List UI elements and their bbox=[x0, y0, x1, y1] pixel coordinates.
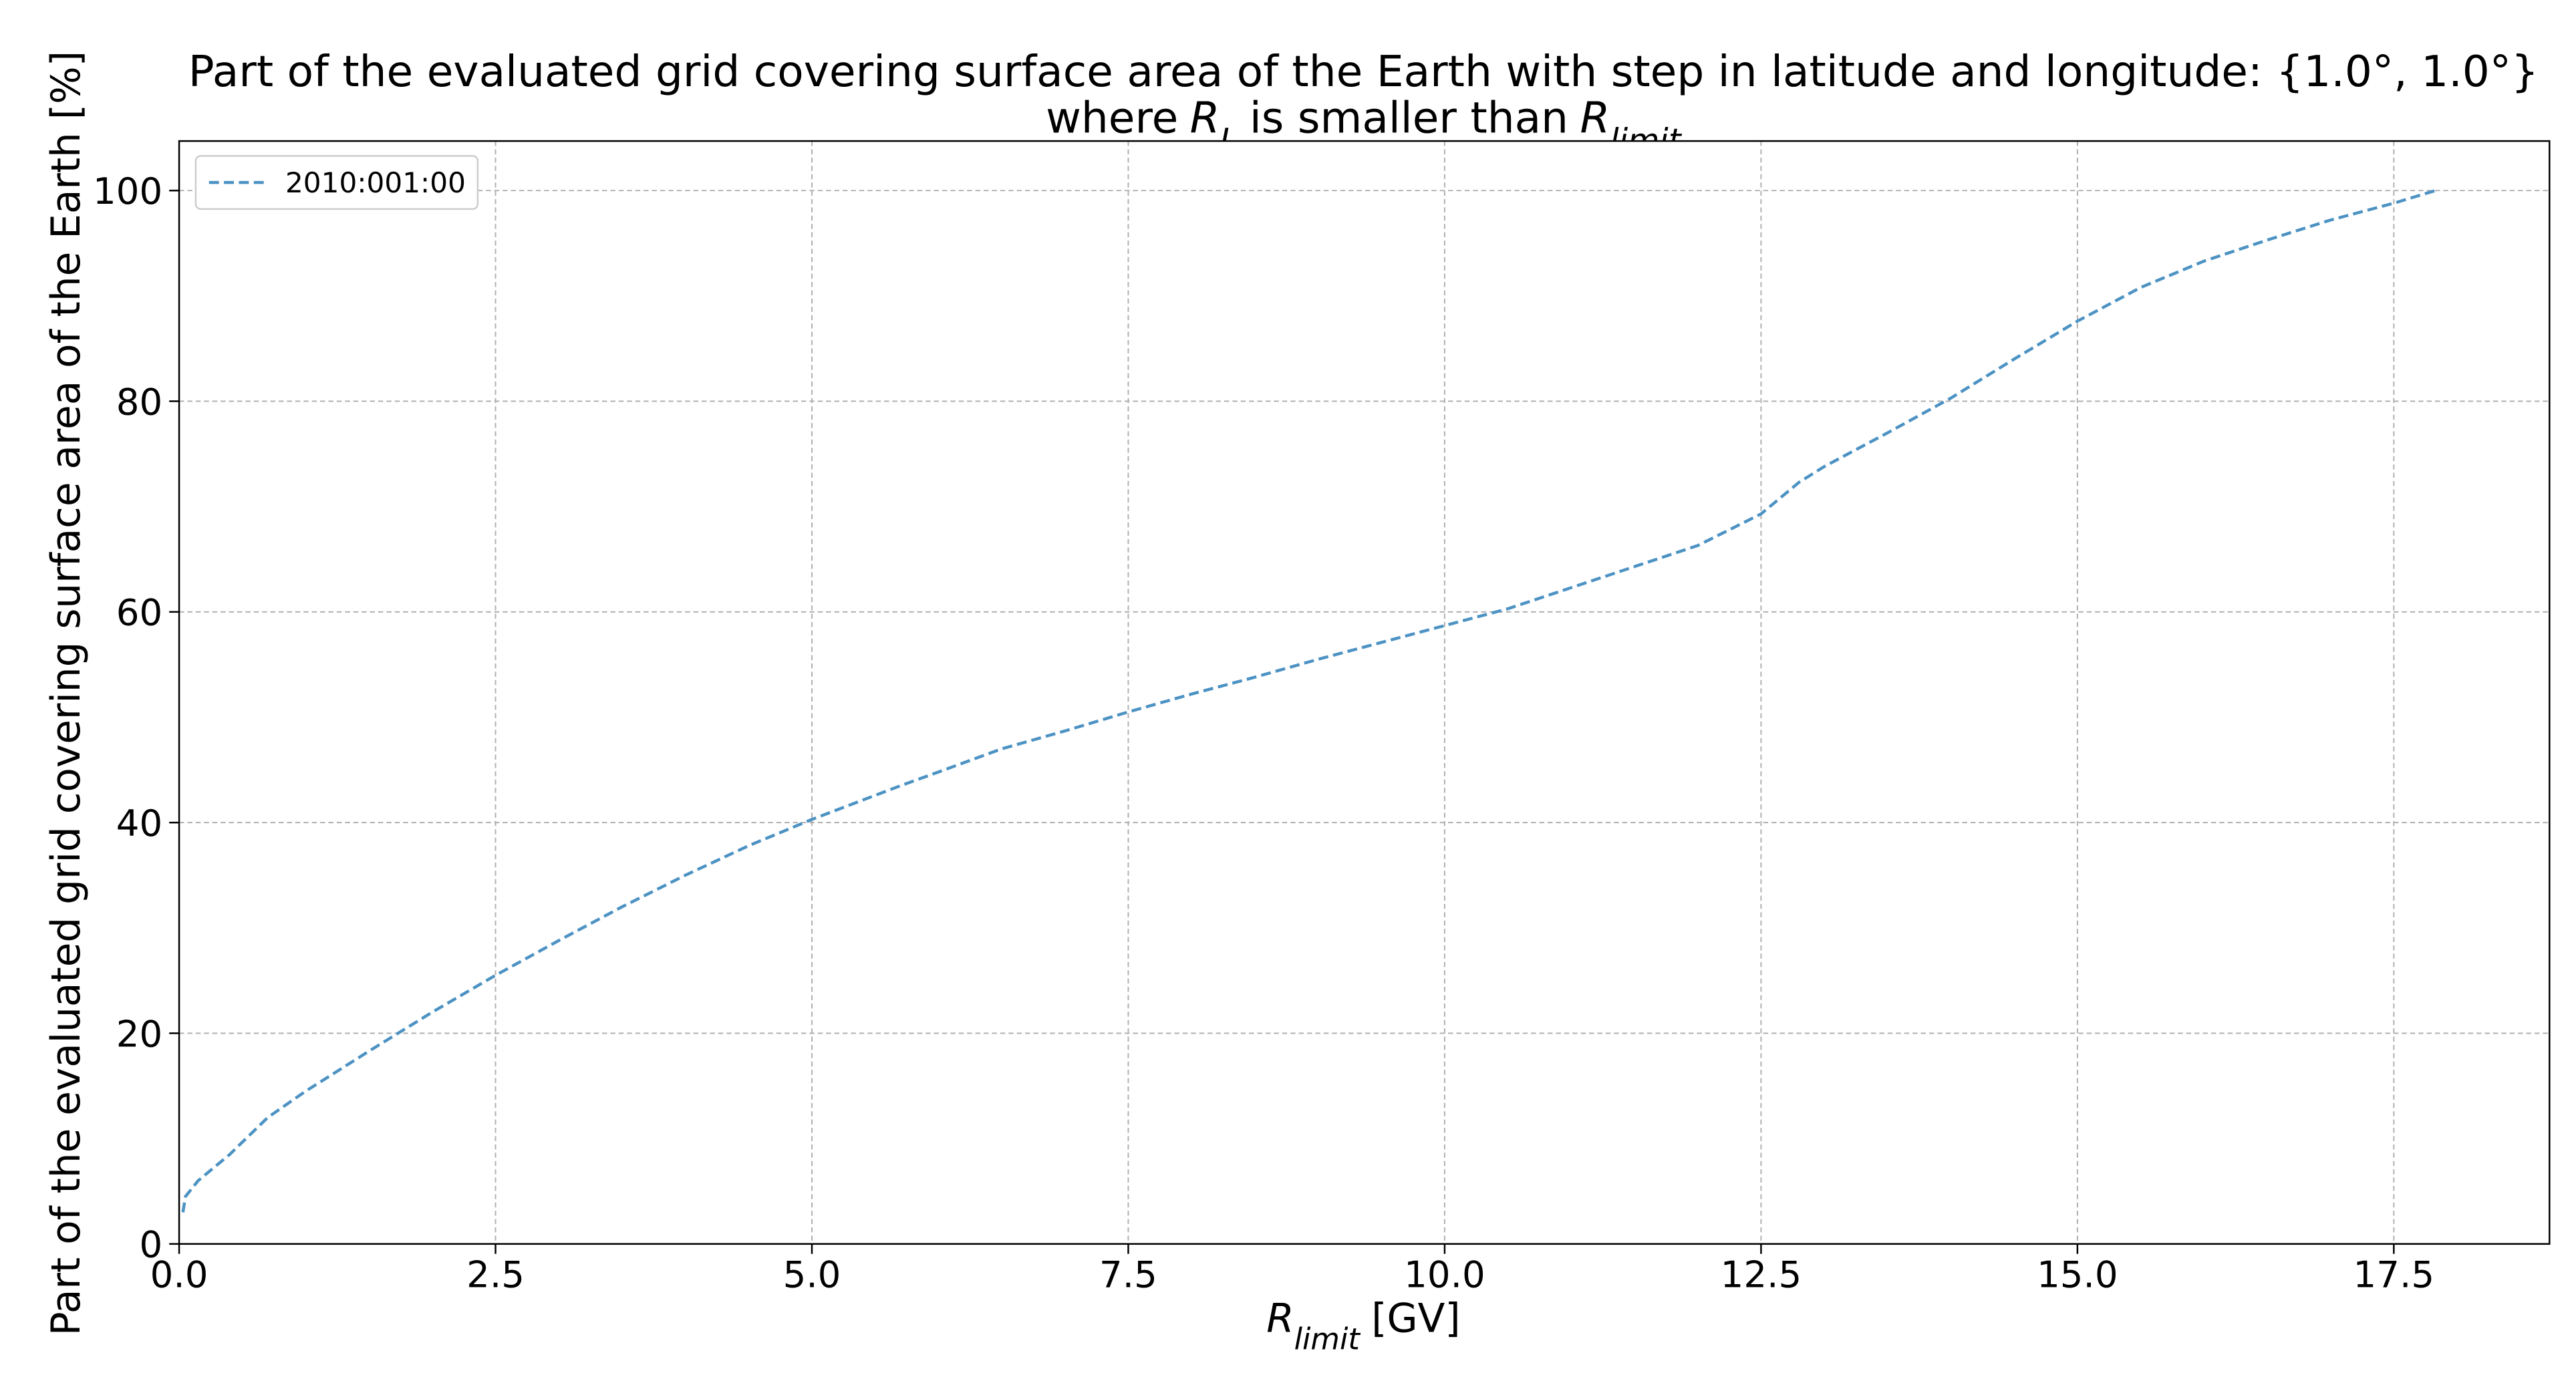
text-part: R bbox=[1266, 1295, 1294, 1342]
x-tick-label: 15.0 bbox=[2037, 1253, 2118, 1295]
text-part: [GV] bbox=[1371, 1295, 1460, 1342]
x-tick-label: 17.5 bbox=[2353, 1253, 2435, 1295]
y-tick-label: 20 bbox=[116, 1012, 163, 1055]
chart-title: Part of the evaluated grid covering surf… bbox=[188, 47, 2539, 97]
text-part: limit bbox=[1294, 1322, 1361, 1356]
text-part: R bbox=[1190, 94, 1220, 144]
y-tick-label: 60 bbox=[116, 591, 163, 634]
x-tick-label: 2.5 bbox=[466, 1253, 525, 1295]
y-axis-label: Part of the evaluated grid covering surf… bbox=[43, 51, 90, 1336]
legend-label: 2010:001:00 bbox=[285, 166, 466, 199]
legend-box bbox=[194, 155, 479, 210]
x-axis-label: Rlimit [GV] bbox=[1266, 1295, 1460, 1356]
plot-frame bbox=[178, 140, 2551, 1245]
x-tick-label: 7.5 bbox=[1099, 1253, 1157, 1295]
data-line bbox=[181, 189, 2436, 1213]
x-tick-label: 10.0 bbox=[1404, 1253, 1485, 1295]
plot-area bbox=[179, 141, 2550, 1244]
text-part: where bbox=[1046, 94, 1178, 144]
y-tick-label: 100 bbox=[93, 170, 162, 212]
x-tick-label: 12.5 bbox=[1721, 1253, 1802, 1295]
x-tick-label: 5.0 bbox=[783, 1253, 841, 1295]
y-tick-label: 40 bbox=[116, 802, 163, 845]
y-tick-label: 80 bbox=[116, 380, 163, 423]
x-tick-label: 0.0 bbox=[150, 1253, 208, 1295]
text-part: R bbox=[1580, 94, 1610, 144]
text-part: is smaller than bbox=[1250, 94, 1568, 144]
y-tick-label: 0 bbox=[140, 1223, 163, 1266]
